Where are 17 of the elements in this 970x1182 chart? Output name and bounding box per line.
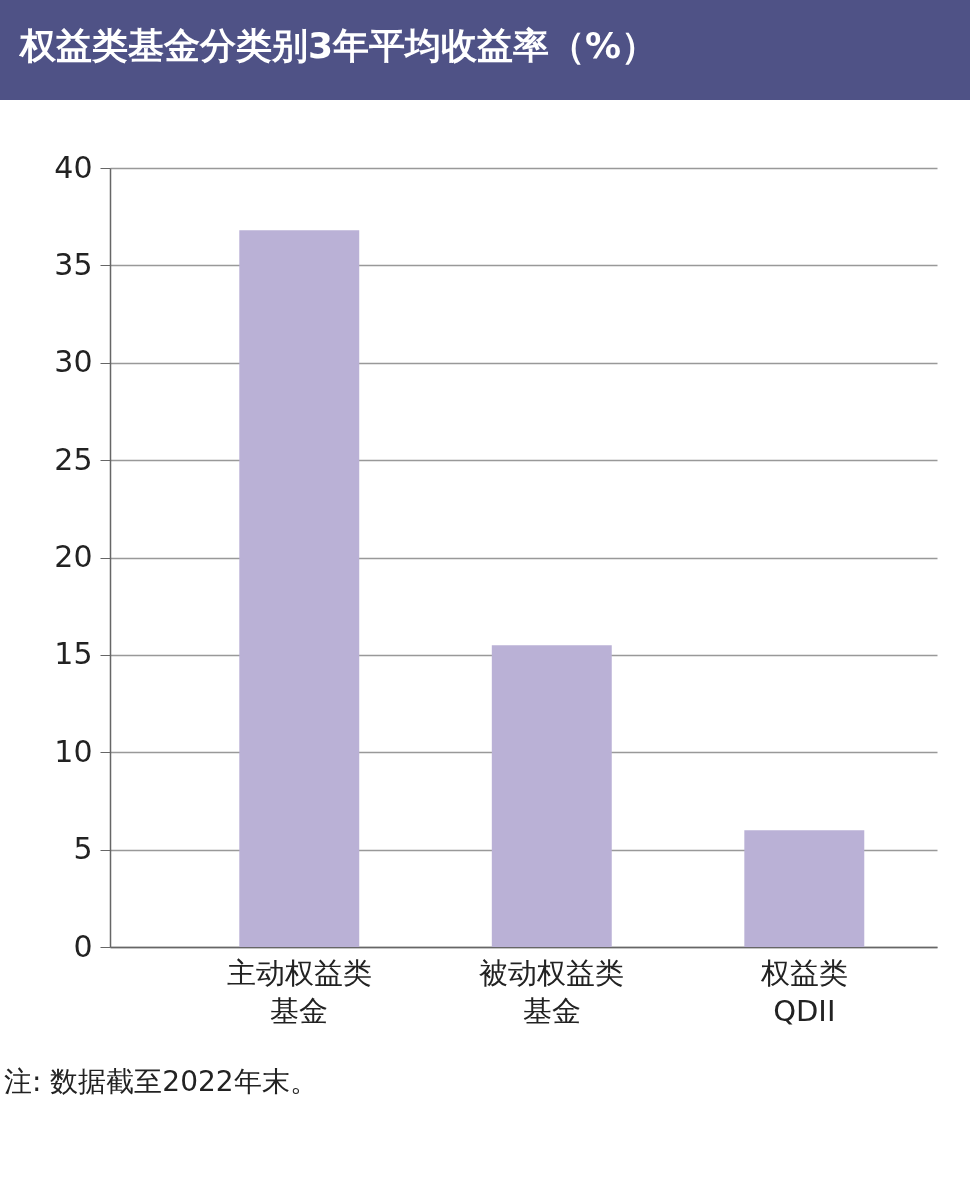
y-tick-label: 5 — [73, 831, 93, 867]
y-tick-label: 35 — [54, 246, 93, 282]
bar — [239, 230, 360, 947]
y-tick-label: 20 — [54, 539, 93, 574]
y-tick-label: 0 — [73, 928, 93, 964]
bar — [744, 830, 865, 947]
bar — [491, 645, 612, 947]
x-tick-label: 被动权益类基金 — [479, 955, 625, 1028]
chart-title: 权益类基金分类别3年平均收益率（%） — [0, 0, 970, 100]
y-tick-label: 40 — [54, 149, 93, 185]
text: 注: 数据截至2022年末。 — [3, 1064, 319, 1100]
y-tick-label: 30 — [54, 344, 93, 380]
y-tick-label: 10 — [54, 733, 93, 769]
x-tick-label: 主动权益类基金 — [226, 955, 372, 1028]
y-tick-label: 25 — [54, 441, 93, 477]
x-tick-label: 权益类QDII — [759, 955, 848, 1028]
y-tick-label: 15 — [54, 636, 93, 672]
